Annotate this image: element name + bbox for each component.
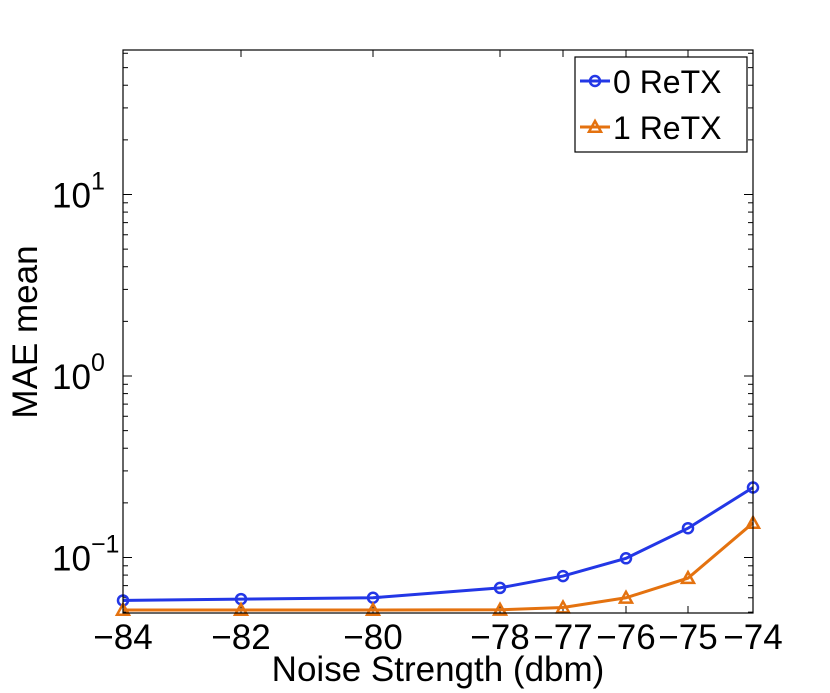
x-tick-label: −80 [343, 618, 402, 657]
x-tick-label: −78 [470, 618, 529, 657]
data-point [556, 569, 570, 583]
series-line [123, 521, 754, 612]
legend-label: 0 ReTX [613, 64, 721, 100]
x-tick-label: −75 [658, 618, 717, 657]
y-tick-labels: 10−1 100 101 [52, 168, 119, 579]
y-tick-label: 100 [52, 349, 105, 397]
legend-marker [588, 74, 602, 88]
legend-marker [586, 118, 604, 134]
legend-item: 1 ReTX [580, 110, 721, 146]
x-tick-label: −77 [533, 618, 592, 657]
series-line [122, 486, 754, 602]
data-point [617, 589, 635, 604]
x-axis-title: Noise Strength (dbm) [272, 650, 605, 689]
legend-label: 1 ReTX [613, 110, 721, 146]
legend-box [574, 56, 748, 153]
legend-item: 0 ReTX [580, 64, 721, 100]
x-tick-labels: −84 −82 −80 −78 −77 −76 −75 −74 [93, 618, 782, 657]
data-point [114, 601, 132, 617]
legend: 0 ReTX 1 ReTX [574, 56, 748, 153]
data-point [679, 569, 697, 585]
x-tick-label: −82 [211, 618, 270, 657]
series-1 [114, 514, 762, 617]
plot-frame [122, 49, 754, 614]
data-point [491, 601, 509, 616]
data-point [232, 601, 250, 617]
x-tick-label: −76 [596, 618, 655, 657]
data-point [619, 552, 633, 565]
series-layer [114, 481, 762, 617]
y-tick-label: 101 [52, 168, 105, 216]
x-tick-label: −74 [723, 618, 782, 657]
data-point [493, 581, 507, 595]
y-axis-title: MAE mean [6, 245, 45, 418]
data-point [364, 601, 382, 617]
data-point [554, 598, 572, 614]
x-tick-label: −84 [93, 618, 152, 657]
y-tick-label: 10−1 [52, 531, 119, 579]
data-point [681, 521, 695, 535]
